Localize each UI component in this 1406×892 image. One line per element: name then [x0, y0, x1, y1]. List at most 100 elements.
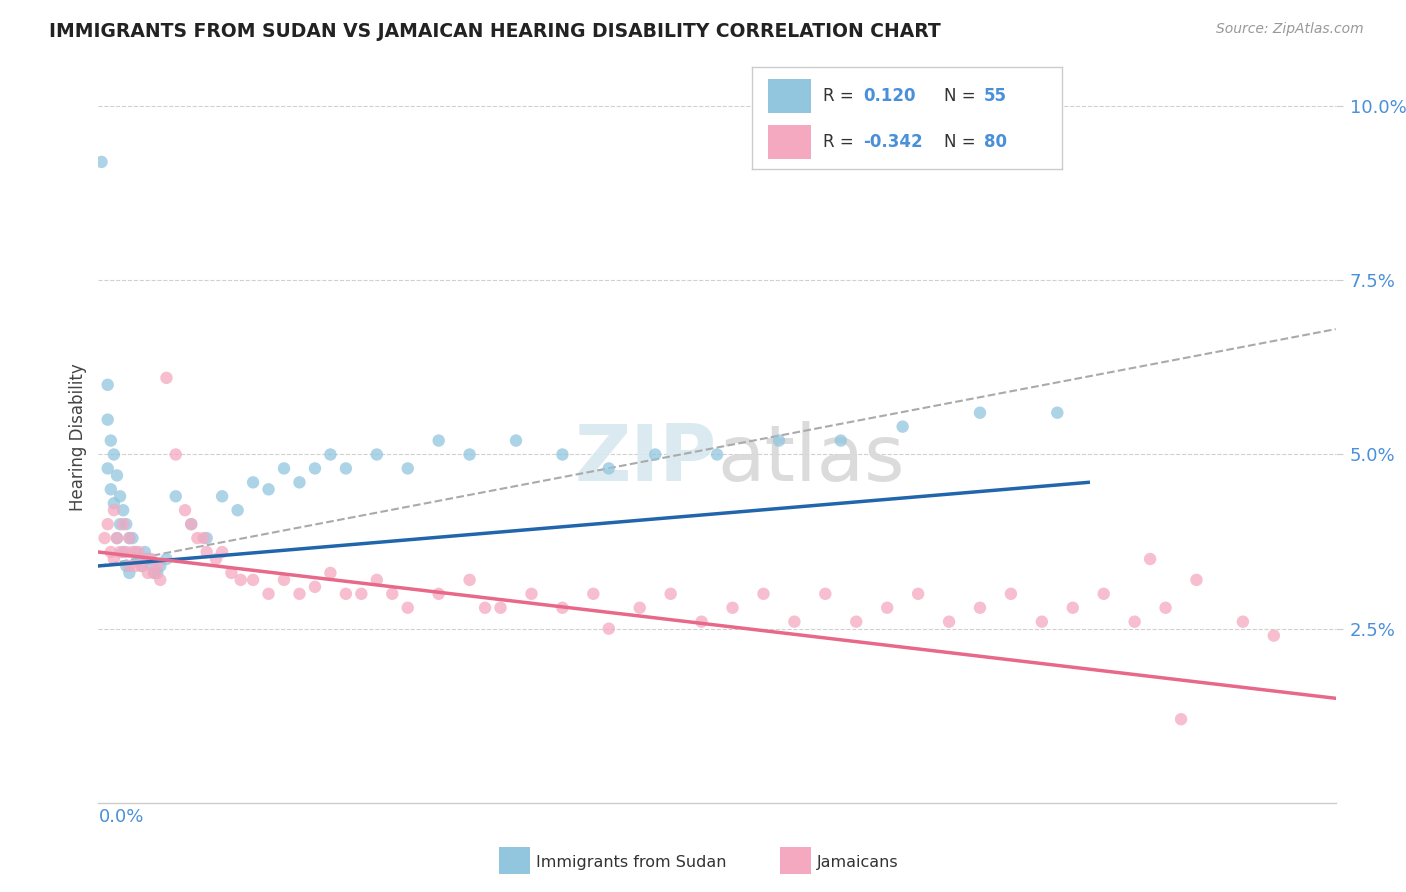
- Point: [938, 615, 960, 629]
- Point: [768, 434, 790, 448]
- Point: [273, 573, 295, 587]
- Point: [319, 566, 342, 580]
- Point: [814, 587, 837, 601]
- Point: [907, 587, 929, 601]
- Point: [128, 552, 150, 566]
- Y-axis label: Hearing Disability: Hearing Disability: [69, 363, 87, 511]
- Point: [97, 517, 120, 532]
- Point: [100, 434, 122, 448]
- Point: [288, 587, 311, 601]
- Text: Source: ZipAtlas.com: Source: ZipAtlas.com: [1216, 22, 1364, 37]
- Point: [644, 448, 666, 462]
- Point: [118, 531, 141, 545]
- Point: [124, 558, 146, 573]
- Point: [186, 531, 208, 545]
- Point: [366, 573, 388, 587]
- Point: [165, 489, 187, 503]
- Text: atlas: atlas: [717, 421, 904, 497]
- Text: 80: 80: [984, 133, 1007, 151]
- Point: [118, 531, 141, 545]
- Point: [1000, 587, 1022, 601]
- Bar: [768, 79, 811, 113]
- Point: [1139, 552, 1161, 566]
- Point: [221, 566, 243, 580]
- Point: [1123, 615, 1146, 629]
- Point: [319, 448, 342, 462]
- Point: [520, 587, 543, 601]
- Point: [242, 573, 264, 587]
- Point: [396, 600, 419, 615]
- Point: [195, 531, 218, 545]
- Point: [551, 448, 574, 462]
- Point: [143, 566, 166, 580]
- Text: Immigrants from Sudan: Immigrants from Sudan: [536, 855, 725, 870]
- Point: [118, 566, 141, 580]
- Point: [659, 587, 682, 601]
- Point: [845, 615, 868, 629]
- Point: [366, 448, 388, 462]
- Point: [427, 587, 450, 601]
- Text: N =: N =: [943, 133, 976, 151]
- Point: [628, 600, 651, 615]
- Point: [721, 600, 744, 615]
- Point: [288, 475, 311, 490]
- Text: 0.0%: 0.0%: [98, 808, 143, 826]
- Point: [115, 517, 138, 532]
- Point: [273, 461, 295, 475]
- Point: [205, 552, 228, 566]
- Point: [131, 558, 153, 573]
- Point: [830, 434, 852, 448]
- Point: [134, 552, 156, 566]
- Point: [124, 545, 146, 559]
- Point: [489, 600, 512, 615]
- Point: [582, 587, 605, 601]
- Point: [458, 448, 481, 462]
- Point: [100, 545, 122, 559]
- Point: [139, 558, 162, 573]
- Point: [350, 587, 373, 601]
- Point: [427, 434, 450, 448]
- Point: [103, 496, 125, 510]
- Point: [706, 448, 728, 462]
- Point: [115, 558, 138, 573]
- Point: [598, 622, 620, 636]
- Point: [97, 412, 120, 426]
- Point: [505, 434, 527, 448]
- Point: [335, 587, 357, 601]
- Point: [174, 503, 197, 517]
- Text: 55: 55: [984, 87, 1007, 104]
- Bar: [768, 126, 811, 159]
- Point: [131, 558, 153, 573]
- Point: [257, 587, 280, 601]
- Point: [105, 531, 128, 545]
- Point: [105, 531, 128, 545]
- Point: [149, 573, 172, 587]
- Point: [180, 517, 202, 532]
- Point: [121, 531, 143, 545]
- Point: [226, 503, 249, 517]
- Point: [112, 503, 135, 517]
- Point: [105, 468, 128, 483]
- Point: [103, 552, 125, 566]
- Point: [155, 371, 177, 385]
- Point: [195, 545, 218, 559]
- Point: [1046, 406, 1069, 420]
- Point: [752, 587, 775, 601]
- Point: [211, 489, 233, 503]
- Point: [136, 566, 159, 580]
- Point: [1170, 712, 1192, 726]
- Point: [969, 406, 991, 420]
- Point: [1154, 600, 1177, 615]
- Point: [165, 448, 187, 462]
- Point: [381, 587, 404, 601]
- Point: [180, 517, 202, 532]
- Point: [136, 552, 159, 566]
- Point: [474, 600, 496, 615]
- Point: [211, 545, 233, 559]
- Point: [97, 461, 120, 475]
- Point: [257, 483, 280, 497]
- Point: [118, 558, 141, 573]
- Point: [1092, 587, 1115, 601]
- Point: [90, 155, 112, 169]
- Text: R =: R =: [824, 87, 853, 104]
